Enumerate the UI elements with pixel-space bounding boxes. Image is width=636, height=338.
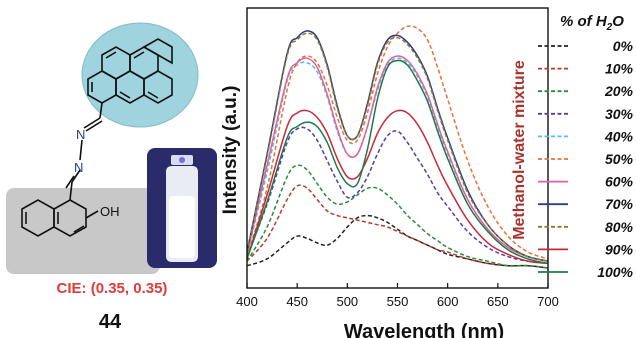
x-tick-label: 650 xyxy=(487,294,509,309)
x-tick-label: 600 xyxy=(437,294,459,309)
series-line-100pct xyxy=(246,59,549,265)
legend-label: 10% xyxy=(605,61,634,77)
series-line-30pct xyxy=(246,126,549,265)
series-line-90pct xyxy=(246,109,549,265)
x-tick-label: 450 xyxy=(286,294,308,309)
x-tick-label: 700 xyxy=(537,294,559,309)
cie-label: CIE: (0.35, 0.35) xyxy=(57,280,168,297)
series-line-50pct xyxy=(246,25,549,260)
legend-side-label: Methanol-water mixture xyxy=(511,60,528,240)
x-tick-label: 400 xyxy=(236,294,258,309)
series-line-60pct xyxy=(246,55,549,262)
x-tick-label: 500 xyxy=(336,294,358,309)
legend-label: 0% xyxy=(613,38,634,54)
vial-photo xyxy=(147,148,217,268)
molecule-structure: N N OH CIE: (0.35, 0.35) 44 xyxy=(6,22,217,333)
legend: % of H2O 0% 10% 20% 30% 40% 50% 60% 70% 80% 90% 100… xyxy=(538,13,634,280)
series-line-10pct xyxy=(246,184,549,269)
series-layer xyxy=(246,25,549,269)
atom-n1: N xyxy=(76,127,85,142)
legend-label: 100% xyxy=(597,264,633,280)
naphthol-rings xyxy=(21,199,99,237)
series-line-40pct xyxy=(246,57,549,262)
pyrene-rings xyxy=(87,38,173,104)
legend-label: 80% xyxy=(605,219,634,235)
legend-label: 70% xyxy=(605,196,634,212)
legend-label: 50% xyxy=(605,151,634,167)
legend-title: % of H2O xyxy=(560,13,624,33)
x-tick-label: 550 xyxy=(387,294,409,309)
atom-oh: OH xyxy=(100,204,120,219)
compound-number: 44 xyxy=(99,311,122,333)
chart: Intensity (a.u.) Wavelength (nm) 400 450 5… xyxy=(220,7,634,338)
y-axis-label: Intensity (a.u.) xyxy=(220,86,241,215)
axes-layer: 400 450 500 550 600 650 700 xyxy=(236,7,559,309)
series-line-20pct xyxy=(246,164,549,269)
legend-label: 20% xyxy=(604,83,634,99)
pyrene-highlight xyxy=(81,22,199,128)
azine-linker xyxy=(65,102,103,201)
legend-label: 30% xyxy=(605,106,634,122)
naphthol-highlight xyxy=(6,188,160,274)
atom-n2: N xyxy=(74,160,83,175)
series-line-80pct xyxy=(246,32,549,262)
x-axis-label: Wavelength (nm) xyxy=(344,321,504,338)
legend-label: 60% xyxy=(605,174,634,190)
legend-label: 90% xyxy=(605,241,634,257)
legend-label: 40% xyxy=(604,128,634,144)
